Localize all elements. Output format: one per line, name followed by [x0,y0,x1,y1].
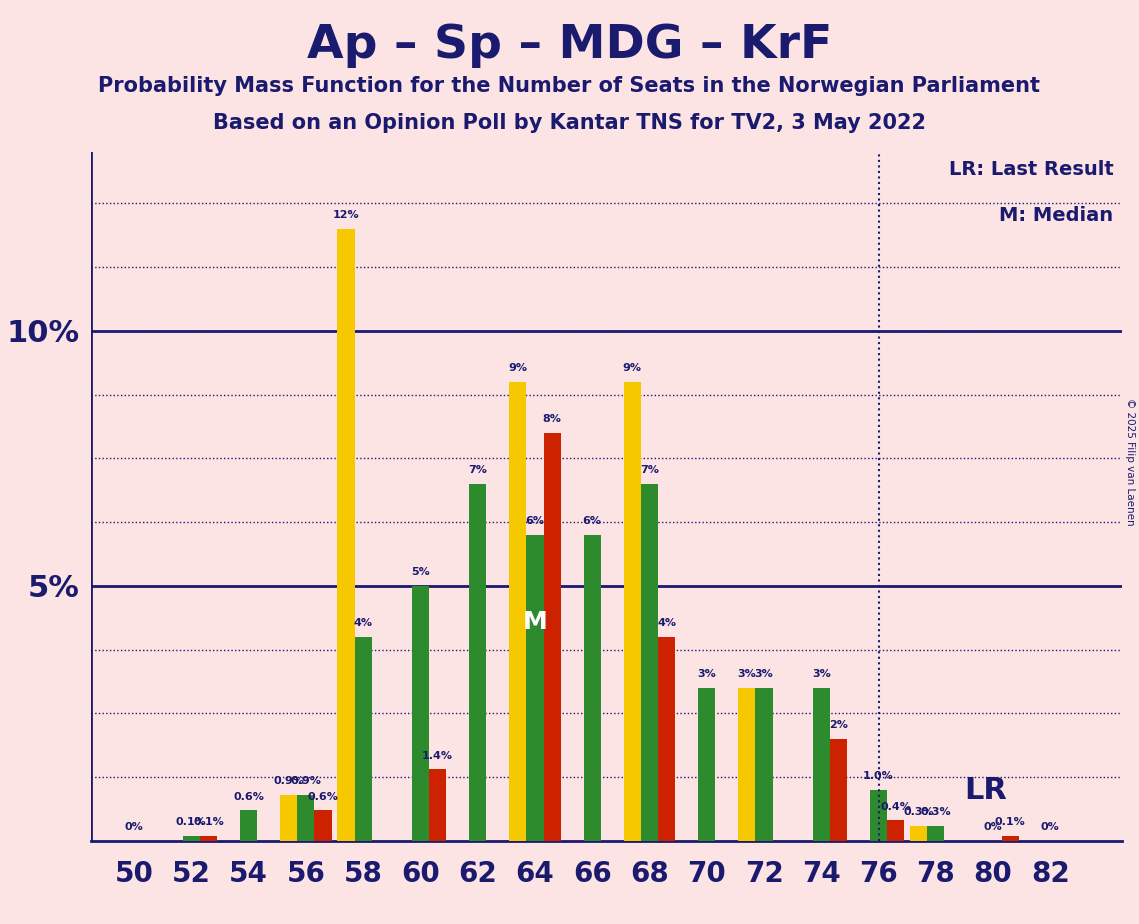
Bar [813,687,830,841]
Bar [830,739,847,841]
Bar [1001,835,1019,841]
Text: 0.3%: 0.3% [903,807,934,817]
Text: 5%: 5% [411,567,429,578]
Bar [412,586,429,841]
Bar [469,484,486,841]
Bar [738,687,755,841]
Bar [755,687,772,841]
Bar [429,770,446,841]
Bar [280,795,297,841]
Bar [887,821,904,841]
Bar [658,637,675,841]
Text: 2%: 2% [829,720,847,730]
Text: 12%: 12% [333,211,359,220]
Bar [314,810,331,841]
Text: 0%: 0% [1041,822,1059,833]
Text: LR: Last Result: LR: Last Result [949,160,1113,179]
Text: 0.6%: 0.6% [233,792,264,802]
Text: 0.1%: 0.1% [194,817,224,827]
Text: 0.3%: 0.3% [920,807,951,817]
Text: LR: LR [965,776,1007,805]
Text: 3%: 3% [697,669,716,679]
Text: Probability Mass Function for the Number of Seats in the Norwegian Parliament: Probability Mass Function for the Number… [98,76,1041,96]
Text: 1.4%: 1.4% [423,751,453,760]
Text: 0.9%: 0.9% [290,776,321,786]
Bar [297,795,314,841]
Text: 0.9%: 0.9% [273,776,304,786]
Text: M: Median: M: Median [999,206,1113,225]
Text: © 2025 Filip van Laenen: © 2025 Filip van Laenen [1125,398,1134,526]
Text: 8%: 8% [542,414,562,424]
Text: 1.0%: 1.0% [863,772,894,781]
Bar [927,825,944,841]
Text: 3%: 3% [755,669,773,679]
Text: 9%: 9% [508,363,527,373]
Text: M: M [523,610,548,634]
Text: 4%: 4% [657,618,677,628]
Bar [543,433,560,841]
Text: 0%: 0% [984,822,1002,833]
Text: 3%: 3% [812,669,830,679]
Text: 3%: 3% [737,669,756,679]
Bar [910,825,927,841]
Bar [624,382,641,841]
Text: 0.6%: 0.6% [308,792,338,802]
Bar [509,382,526,841]
Bar [583,535,600,841]
Bar [182,835,200,841]
Bar [337,229,354,841]
Text: 0.4%: 0.4% [880,802,911,812]
Text: 0.1%: 0.1% [175,817,206,827]
Text: 6%: 6% [525,517,544,527]
Text: 6%: 6% [583,517,601,527]
Bar [240,810,257,841]
Text: 0.1%: 0.1% [994,817,1025,827]
Bar [641,484,658,841]
Text: Ap – Sp – MDG – KrF: Ap – Sp – MDG – KrF [306,23,833,68]
Bar [354,637,371,841]
Bar [526,535,543,841]
Bar [870,790,887,841]
Text: 7%: 7% [640,465,658,475]
Bar [200,835,218,841]
Text: 7%: 7% [468,465,487,475]
Text: 9%: 9% [623,363,641,373]
Text: Based on an Opinion Poll by Kantar TNS for TV2, 3 May 2022: Based on an Opinion Poll by Kantar TNS f… [213,113,926,133]
Bar [698,687,715,841]
Text: 4%: 4% [353,618,372,628]
Text: 0%: 0% [124,822,144,833]
